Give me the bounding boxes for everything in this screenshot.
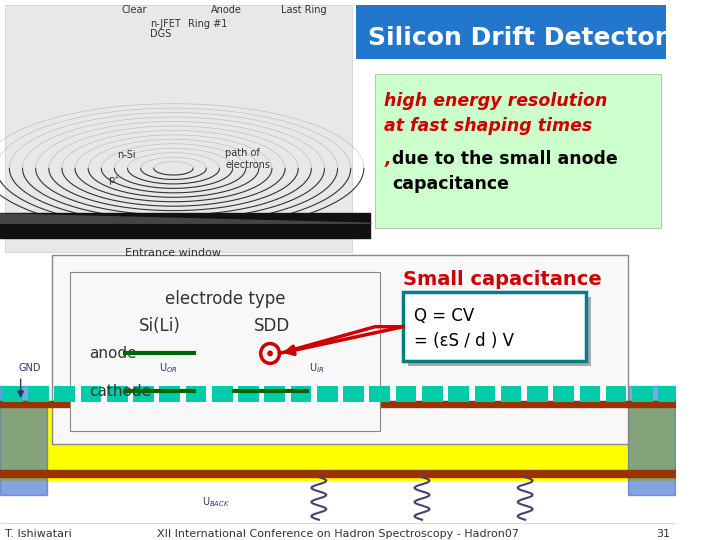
- Text: Silicon Drift Detector: Silicon Drift Detector: [368, 25, 667, 50]
- FancyBboxPatch shape: [369, 386, 390, 402]
- FancyBboxPatch shape: [658, 386, 679, 402]
- Text: Entrance window: Entrance window: [125, 247, 222, 258]
- Text: SDD: SDD: [254, 317, 290, 335]
- Text: Last Ring: Last Ring: [282, 5, 327, 15]
- Text: high energy resolution
at fast shaping times: high energy resolution at fast shaping t…: [384, 92, 608, 135]
- FancyBboxPatch shape: [133, 386, 154, 402]
- FancyBboxPatch shape: [343, 386, 364, 402]
- Text: DGS: DGS: [150, 29, 171, 39]
- FancyBboxPatch shape: [553, 386, 574, 402]
- Text: Ring #1: Ring #1: [187, 19, 227, 29]
- FancyBboxPatch shape: [606, 386, 626, 402]
- Text: path of
electrons: path of electrons: [225, 148, 270, 170]
- FancyBboxPatch shape: [375, 75, 661, 228]
- FancyBboxPatch shape: [28, 386, 49, 402]
- FancyBboxPatch shape: [159, 386, 180, 402]
- FancyBboxPatch shape: [238, 386, 258, 402]
- FancyBboxPatch shape: [408, 297, 591, 366]
- Text: Q = CV: Q = CV: [415, 307, 474, 325]
- Text: n-JFET: n-JFET: [150, 19, 181, 29]
- FancyBboxPatch shape: [5, 5, 351, 253]
- Text: GND: GND: [19, 363, 41, 373]
- Text: due to the small anode
capacitance: due to the small anode capacitance: [392, 151, 618, 193]
- FancyBboxPatch shape: [356, 5, 666, 59]
- FancyBboxPatch shape: [81, 386, 102, 402]
- FancyBboxPatch shape: [580, 386, 600, 402]
- FancyBboxPatch shape: [474, 386, 495, 402]
- Text: p⁺: p⁺: [108, 175, 120, 185]
- Text: Small capacitance: Small capacitance: [403, 271, 602, 289]
- FancyBboxPatch shape: [317, 386, 338, 402]
- FancyBboxPatch shape: [52, 255, 629, 443]
- Text: U$_{IR}$: U$_{IR}$: [310, 361, 325, 375]
- Text: = (εS / d ) V: = (εS / d ) V: [415, 332, 515, 350]
- Text: Clear: Clear: [122, 5, 148, 15]
- FancyBboxPatch shape: [264, 386, 285, 402]
- FancyBboxPatch shape: [449, 386, 469, 402]
- Text: XII International Conference on Hadron Spectroscopy - Hadron07: XII International Conference on Hadron S…: [157, 529, 518, 539]
- FancyBboxPatch shape: [107, 386, 127, 402]
- FancyBboxPatch shape: [396, 386, 416, 402]
- Text: U$_{OR}$: U$_{OR}$: [159, 361, 178, 375]
- Text: cathode: cathode: [89, 383, 151, 399]
- Text: Anode: Anode: [211, 5, 242, 15]
- FancyBboxPatch shape: [71, 272, 380, 431]
- FancyBboxPatch shape: [291, 386, 311, 402]
- FancyBboxPatch shape: [422, 386, 443, 402]
- Text: T. Ishiwatari: T. Ishiwatari: [5, 529, 71, 539]
- FancyBboxPatch shape: [55, 386, 75, 402]
- Text: n-Si: n-Si: [117, 151, 136, 160]
- Text: Si(Li): Si(Li): [138, 317, 180, 335]
- FancyBboxPatch shape: [632, 386, 653, 402]
- FancyBboxPatch shape: [2, 386, 22, 402]
- FancyBboxPatch shape: [212, 386, 233, 402]
- Text: electrode type: electrode type: [165, 290, 285, 308]
- Text: anode: anode: [89, 346, 137, 361]
- Text: ,: ,: [384, 151, 391, 168]
- Text: U$_{BACK}$: U$_{BACK}$: [202, 495, 230, 509]
- Text: 31: 31: [657, 529, 670, 539]
- Circle shape: [267, 350, 273, 356]
- FancyBboxPatch shape: [186, 386, 207, 402]
- FancyBboxPatch shape: [403, 292, 586, 361]
- FancyBboxPatch shape: [501, 386, 521, 402]
- FancyBboxPatch shape: [527, 386, 548, 402]
